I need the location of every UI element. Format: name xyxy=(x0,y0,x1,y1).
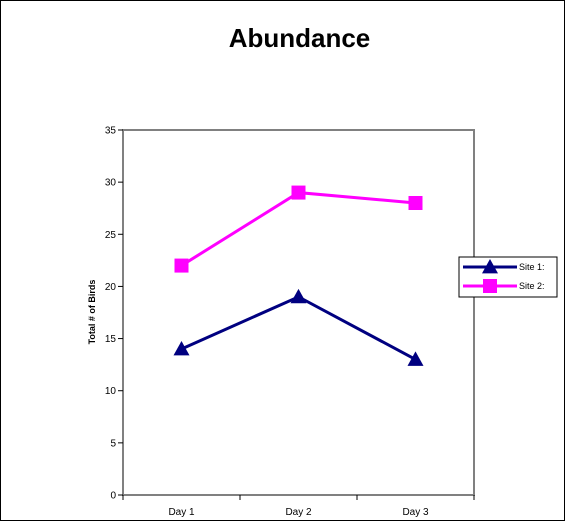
legend-marker xyxy=(483,279,497,293)
data-point xyxy=(173,341,190,356)
y-tick-label: 10 xyxy=(105,386,117,397)
legend: Site 1: Site 2: xyxy=(458,256,558,298)
y-tick-label: 0 xyxy=(110,491,116,502)
y-tick-label: 35 xyxy=(105,126,117,137)
legend-label: Site 2: xyxy=(519,281,545,291)
plot-area xyxy=(122,129,475,496)
x-tick-label: Day 3 xyxy=(402,507,429,518)
data-point xyxy=(408,196,423,210)
x-tick-label: Day 2 xyxy=(285,507,312,518)
y-axis-title: Total # of Birds xyxy=(87,280,97,345)
legend-box xyxy=(458,256,558,298)
y-axis: 0 5 10 15 20 25 30 35 xyxy=(105,126,123,502)
data-point xyxy=(291,185,306,200)
data-point xyxy=(407,351,424,366)
y-tick-label: 20 xyxy=(105,282,117,293)
y-tick-label: 5 xyxy=(110,438,116,449)
x-axis: Day 1 Day 2 Day 3 xyxy=(122,495,475,518)
y-tick-label: 30 xyxy=(105,178,117,189)
series-layer xyxy=(173,185,424,366)
data-point xyxy=(290,288,307,304)
y-tick-label: 15 xyxy=(105,334,117,345)
legend-marker xyxy=(482,259,498,274)
legend-label: Site 1: xyxy=(519,262,545,272)
x-tick-label: Day 1 xyxy=(168,507,195,518)
chart-title: Abundance xyxy=(228,23,371,53)
data-point xyxy=(174,258,189,273)
y-tick-label: 25 xyxy=(105,230,117,241)
